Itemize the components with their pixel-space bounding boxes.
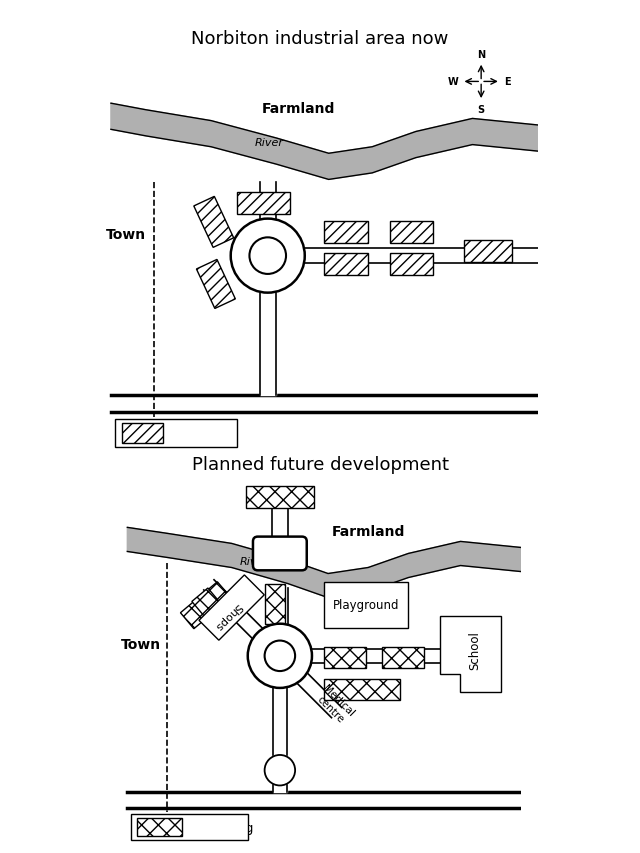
Bar <box>196 260 236 309</box>
Polygon shape <box>273 786 287 792</box>
Bar <box>264 583 285 624</box>
Bar <box>199 575 264 641</box>
Text: Farmland: Farmland <box>262 102 335 115</box>
Polygon shape <box>204 580 285 661</box>
Text: W: W <box>447 78 458 87</box>
Bar <box>138 818 182 837</box>
Bar <box>390 253 433 276</box>
Bar <box>122 424 163 444</box>
Bar <box>115 420 237 448</box>
Text: Playground: Playground <box>333 599 399 612</box>
Polygon shape <box>440 616 500 692</box>
Bar <box>324 647 366 668</box>
Text: = Factory: = Factory <box>170 426 230 440</box>
Bar <box>180 582 231 629</box>
Polygon shape <box>275 651 342 718</box>
Bar <box>390 222 433 244</box>
Polygon shape <box>111 104 538 180</box>
Text: Norbiton industrial area now: Norbiton industrial area now <box>191 30 449 48</box>
Bar <box>324 582 408 628</box>
Text: River: River <box>255 138 284 148</box>
Polygon shape <box>312 649 500 664</box>
Circle shape <box>248 624 312 688</box>
Bar <box>246 486 314 508</box>
Text: River: River <box>240 557 269 567</box>
Bar <box>192 589 236 635</box>
Circle shape <box>264 755 295 786</box>
Text: S: S <box>477 105 484 115</box>
Polygon shape <box>272 510 288 542</box>
Text: Planned future development: Planned future development <box>191 456 449 473</box>
Text: School: School <box>468 630 481 670</box>
Polygon shape <box>260 183 276 219</box>
Polygon shape <box>272 588 288 624</box>
Bar <box>194 197 234 248</box>
Bar <box>324 222 368 244</box>
Polygon shape <box>273 688 287 755</box>
Text: Shops: Shops <box>212 601 243 631</box>
Polygon shape <box>127 528 521 598</box>
Circle shape <box>230 219 305 293</box>
Bar <box>237 193 289 215</box>
Bar <box>382 647 424 668</box>
Text: Town: Town <box>106 228 147 241</box>
Bar <box>464 241 511 263</box>
Text: Farmland: Farmland <box>332 525 405 539</box>
Polygon shape <box>260 293 276 396</box>
Circle shape <box>250 238 286 275</box>
FancyBboxPatch shape <box>253 537 307 571</box>
Bar <box>324 679 400 700</box>
Text: E: E <box>504 78 511 87</box>
Text: N: N <box>477 49 485 60</box>
Text: = Housing: = Housing <box>188 821 253 833</box>
Bar <box>131 815 248 840</box>
Text: Medical
centre: Medical centre <box>313 682 356 727</box>
Polygon shape <box>305 248 547 264</box>
Text: Town: Town <box>122 637 161 651</box>
Circle shape <box>264 641 295 671</box>
Bar <box>324 253 368 276</box>
